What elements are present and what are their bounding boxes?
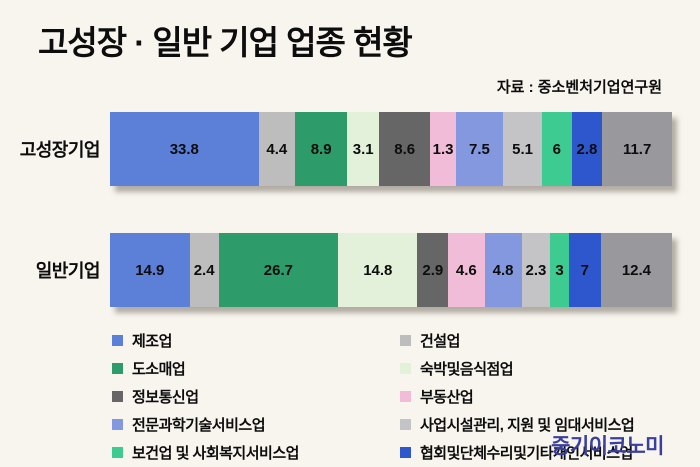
segment-value-label: 6: [552, 140, 561, 158]
bar-segment: 5.1: [503, 112, 543, 186]
legend-item-label: 도소매업: [132, 361, 186, 378]
segment-value-label: 26.7: [263, 261, 293, 279]
segment-value-label: 2.9: [422, 261, 444, 279]
legend-marker-icon: [400, 391, 411, 402]
segment-value-label: 4.6: [455, 261, 477, 279]
legend-item-label: 보건업 및 사회복지서비스업: [132, 445, 299, 462]
bar-segment: 7.5: [455, 112, 504, 186]
legend-item: 사업시설관리, 지원 및 임대서비스업: [400, 414, 672, 435]
bar-segment: 14.9: [110, 233, 190, 307]
segment-value-label: 7: [580, 261, 589, 279]
bar-segment: 8.9: [295, 112, 348, 186]
legend-item-label: 건설업: [420, 333, 460, 350]
category-label: 일반기업: [35, 261, 101, 281]
segment-value-label: 1.3: [432, 140, 454, 158]
bar-segment: 2.9: [417, 233, 449, 307]
bar-row: 고성장기업 33.8 4.4 8.9 3.1 8.6 1.3 7.5 5.1 6 2.8 11.7: [0, 112, 672, 186]
legend-item-label: 정보통신업: [132, 389, 199, 406]
stacked-bar: 14.9 2.4 26.7 14.8 2.9 4.6 4.8 2.3 3 7 12.4: [110, 233, 672, 307]
bar-row: 일반기업 14.9 2.4 26.7 14.8 2.9 4.6 4.8 2.3 3 7 12.4: [0, 233, 672, 307]
legend-marker-icon: [112, 363, 123, 374]
legend-item: 부동산업: [400, 386, 672, 407]
segment-value-label: 4.8: [492, 261, 514, 279]
publisher-logo: 중기이코노미: [551, 435, 664, 458]
bar-segment: 12.4: [600, 233, 672, 307]
segment-value-label: 2.8: [576, 140, 598, 158]
bar-segment: 2.8: [571, 112, 603, 186]
legend-marker-icon: [400, 335, 411, 346]
legend-marker-icon: [400, 419, 411, 430]
legend-item-label: 사업시설관리, 지원 및 임대서비스업: [420, 417, 635, 434]
legend-marker-icon: [112, 447, 123, 458]
legend-item: 전문과학기술서비스업: [112, 414, 400, 435]
bar-segment: 14.8: [338, 233, 418, 307]
segment-value-label: 33.8: [169, 140, 199, 158]
segment-value-label: 8.9: [310, 140, 332, 158]
bar-segment: 3: [550, 233, 569, 307]
legend-item-label: 전문과학기술서비스업: [132, 417, 266, 434]
bar-segment: 33.8: [110, 112, 259, 186]
legend-item: 정보통신업: [112, 386, 400, 407]
legend-marker-icon: [112, 391, 123, 402]
segment-value-label: 12.4: [621, 261, 652, 279]
legend-marker-icon: [112, 335, 123, 346]
legend-marker-icon: [400, 363, 411, 374]
stacked-bar: 33.8 4.4 8.9 3.1 8.6 1.3 7.5 5.1 6 2.8 11.7: [110, 112, 672, 186]
bar-segment: 7: [568, 233, 601, 307]
legend-marker-icon: [400, 447, 411, 458]
bar-segment: 4.4: [258, 112, 295, 186]
segment-value-label: 14.8: [363, 261, 393, 279]
legend-item: 협회및단체수리및기타개인서비스업: [400, 442, 672, 463]
bar-segment: 4.8: [484, 233, 522, 307]
category-label: 고성장기업: [19, 140, 101, 160]
bar-segment: 2.3: [521, 233, 551, 307]
bar-segment: 2.4: [189, 233, 219, 307]
legend-item: 숙박및음식점업: [400, 358, 672, 379]
source-label: 자료 : 중소벤처기업연구원: [496, 79, 662, 96]
bar-segment: 8.6: [379, 112, 431, 186]
bar-segment: 3.1: [347, 112, 380, 186]
legend-item: 제조업: [112, 330, 400, 351]
legend-item: 건설업: [400, 330, 672, 351]
segment-value-label: 5.1: [512, 140, 533, 158]
segment-value-label: 3: [555, 261, 564, 279]
legend-marker-icon: [112, 419, 123, 430]
segment-value-label: 14.9: [135, 261, 165, 279]
segment-value-label: 8.6: [394, 140, 416, 158]
segment-value-label: 2.4: [193, 261, 215, 279]
segment-value-label: 4.4: [266, 140, 288, 158]
legend-item: 보건업 및 사회복지서비스업: [112, 442, 400, 463]
page-title: 고성장 · 일반 기업 업종 현황: [38, 24, 413, 61]
legend-item: 도소매업: [112, 358, 400, 379]
bar-segment: 4.6: [448, 233, 485, 307]
segment-value-label: 11.7: [622, 140, 652, 158]
legend-item-label: 협회및단체수리및기타개인서비스업: [420, 445, 633, 462]
segment-value-label: 7.5: [469, 140, 490, 158]
bar-segment: 26.7: [218, 233, 339, 307]
bar-segment: 6: [542, 112, 572, 186]
bar-segment: 1.3: [430, 112, 456, 186]
legend-item-label: 숙박및음식점업: [420, 361, 514, 378]
bar-segment: 11.7: [602, 112, 672, 186]
legend-item-label: 부동산업: [420, 389, 474, 406]
segment-value-label: 2.3: [525, 261, 547, 279]
legend-item-label: 제조업: [132, 333, 172, 350]
segment-value-label: 3.1: [352, 140, 374, 158]
